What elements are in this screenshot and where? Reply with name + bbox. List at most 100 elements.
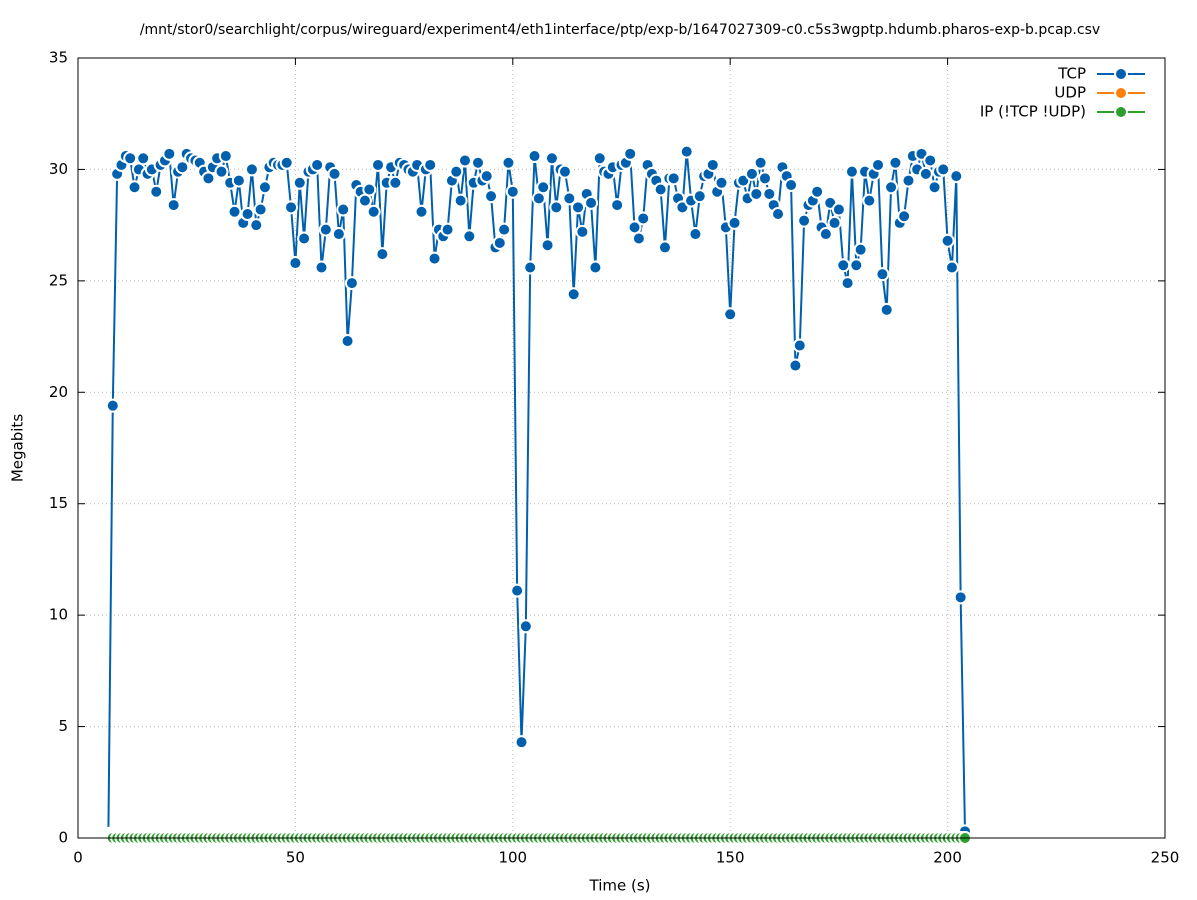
- data-point: [936, 162, 951, 177]
- data-point: [923, 153, 938, 168]
- data-point: [827, 215, 842, 230]
- data-point: [575, 224, 590, 239]
- data-point: [218, 149, 233, 164]
- data-point: [388, 175, 403, 190]
- data-point: [918, 166, 933, 181]
- data-point: [331, 227, 346, 242]
- data-point: [279, 155, 294, 170]
- data-point: [679, 144, 694, 159]
- data-point: [549, 200, 564, 215]
- data-point: [688, 227, 703, 242]
- x-tick-label: 250: [1151, 849, 1180, 867]
- legend-label: UDP: [1054, 84, 1086, 102]
- data-point: [249, 218, 264, 233]
- x-tick-label: 200: [933, 849, 962, 867]
- data-point: [484, 189, 499, 204]
- series-line: [107, 149, 966, 832]
- data-point: [423, 157, 438, 172]
- data-point: [584, 195, 599, 210]
- data-point: [427, 251, 442, 266]
- data-point: [123, 151, 138, 166]
- data-point: [310, 157, 325, 172]
- data-point: [631, 231, 646, 246]
- data-point: [244, 162, 259, 177]
- data-point: [471, 155, 486, 170]
- data-point: [544, 151, 559, 166]
- data-point: [318, 222, 333, 237]
- legend-label: IP (!TCP !UDP): [980, 103, 1086, 121]
- data-point: [940, 233, 955, 248]
- data-point: [327, 166, 342, 181]
- legend-marker: [1114, 105, 1128, 119]
- data-point: [753, 155, 768, 170]
- data-point: [240, 207, 255, 221]
- data-point: [566, 287, 581, 302]
- data-point: [231, 173, 246, 188]
- data-point: [523, 260, 538, 275]
- data-point: [292, 175, 307, 190]
- data-point: [623, 146, 638, 161]
- y-axis-label: Megabits: [9, 414, 27, 482]
- data-point: [371, 157, 386, 172]
- data-point: [440, 222, 455, 237]
- x-tick-label: 50: [286, 849, 305, 867]
- data-point: [453, 193, 468, 208]
- data-point: [344, 276, 359, 291]
- data-point: [457, 153, 472, 168]
- data-point: [362, 182, 377, 197]
- data-point: [527, 149, 542, 164]
- data-point: [840, 276, 855, 291]
- data-point: [166, 198, 181, 213]
- data-point: [888, 155, 903, 170]
- data-point: [375, 247, 390, 262]
- data-point: [253, 202, 268, 217]
- data-point: [953, 590, 968, 605]
- data-point: [901, 173, 916, 188]
- data-point: [749, 186, 764, 201]
- data-point: [284, 200, 299, 215]
- data-point: [879, 302, 894, 317]
- data-point: [949, 169, 964, 184]
- data-point: [836, 258, 851, 273]
- data-point: [127, 180, 142, 195]
- data-point: [788, 358, 803, 373]
- data-point: [784, 178, 799, 193]
- data-point: [849, 258, 864, 273]
- data-point: [492, 235, 507, 250]
- data-point: [518, 619, 533, 634]
- data-point: [536, 180, 551, 195]
- data-point: [514, 735, 529, 750]
- data-point: [136, 151, 151, 166]
- data-point: [340, 334, 355, 349]
- y-tick-label: 0: [58, 829, 68, 847]
- data-point: [897, 209, 912, 224]
- data-point: [714, 175, 729, 190]
- data-point: [414, 204, 429, 219]
- data-point: [592, 151, 607, 166]
- data-point: [479, 169, 494, 184]
- data-point: [449, 164, 464, 179]
- data-point: [653, 182, 668, 197]
- data-point: [705, 157, 720, 172]
- data-point: [175, 160, 190, 175]
- data-point: [831, 202, 846, 217]
- grid: 0 5 10 15 20 25 30 35 0 50 100 150 200 250: [49, 49, 1179, 867]
- data-point: [505, 184, 520, 199]
- y-tick-label: 20: [49, 383, 68, 401]
- data-point: [214, 164, 229, 179]
- data-point: [810, 184, 825, 199]
- x-tick-label: 0: [73, 849, 83, 867]
- data-point: [723, 307, 738, 322]
- data-point: [818, 227, 833, 242]
- data-point: [884, 180, 899, 195]
- data-point: [540, 238, 555, 253]
- data-point: [862, 193, 877, 208]
- data-point: [462, 229, 477, 244]
- data-point: [657, 240, 672, 255]
- data-point: [744, 166, 759, 181]
- data-point: [497, 222, 512, 237]
- data-point: [692, 189, 707, 204]
- y-tick-label: 30: [49, 160, 68, 178]
